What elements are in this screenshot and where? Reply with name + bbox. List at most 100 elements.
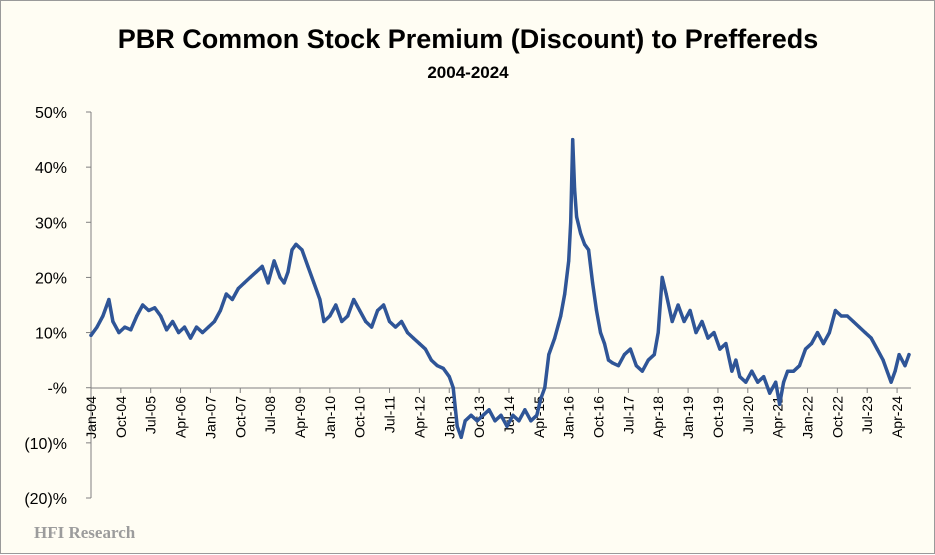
- series-point: [352, 297, 356, 302]
- watermark-label: HFI Research: [34, 523, 136, 542]
- x-tick-label: Jan-19: [680, 396, 696, 439]
- series-point: [254, 270, 258, 274]
- series-point: [791, 369, 796, 373]
- x-tick-label: Jan-10: [322, 396, 338, 439]
- series-point: [559, 314, 563, 318]
- y-tick-label: (10)%: [24, 436, 67, 453]
- series-point: [594, 308, 599, 313]
- series-point: [628, 347, 632, 351]
- series-point: [569, 220, 573, 224]
- x-tick-label: Oct-07: [232, 396, 248, 438]
- series-point: [863, 330, 867, 335]
- series-point: [376, 308, 380, 313]
- series-point: [857, 325, 861, 329]
- series-point: [417, 342, 421, 346]
- series-point: [101, 314, 105, 318]
- series-point: [821, 342, 826, 346]
- series-point: [405, 330, 410, 335]
- x-tick-label: Jul-20: [740, 396, 756, 434]
- series-point: [266, 281, 270, 285]
- series-point: [833, 308, 837, 313]
- series-point: [907, 353, 911, 357]
- series-point: [429, 358, 433, 362]
- series-point: [579, 231, 583, 235]
- series-point: [260, 264, 264, 268]
- series-group: [89, 137, 911, 440]
- series-point: [756, 380, 760, 384]
- series-point: [688, 308, 692, 313]
- series-line: [89, 137, 911, 440]
- series-point: [364, 319, 368, 324]
- series-point: [451, 386, 455, 390]
- series-point: [602, 342, 607, 346]
- series-point: [529, 419, 533, 423]
- x-tick-label: Oct-16: [591, 396, 607, 438]
- series-point: [571, 137, 575, 142]
- series-point: [586, 248, 591, 252]
- series-point: [700, 319, 704, 324]
- series-point: [634, 364, 638, 368]
- series-point: [664, 292, 668, 296]
- series-point: [322, 319, 326, 324]
- x-axis: Jan-04 Oct-04 Jul-05 Apr-06 Jan-07 Oct-07 Jul-…: [83, 387, 911, 439]
- x-tick-label: Jul-23: [859, 396, 875, 434]
- x-tick-label: Apr-24: [889, 396, 905, 438]
- series-point: [340, 319, 344, 324]
- series-point: [885, 369, 889, 373]
- series-point: [218, 308, 222, 313]
- series-point: [656, 330, 660, 335]
- series-point: [312, 281, 316, 285]
- series-point: [182, 325, 187, 329]
- series-point: [881, 358, 885, 362]
- series-point: [610, 361, 615, 365]
- series-point: [750, 369, 754, 373]
- series-point: [539, 397, 543, 401]
- x-tick-label: Jul-11: [382, 396, 398, 433]
- series-point: [845, 314, 849, 318]
- series-point: [176, 330, 181, 335]
- series-point: [278, 275, 282, 280]
- series-point: [294, 242, 298, 246]
- series-point: [469, 413, 473, 417]
- series-point: [328, 314, 332, 318]
- x-tick-label: Jul-05: [143, 396, 159, 434]
- series-point: [459, 435, 463, 439]
- series-point: [676, 303, 680, 307]
- series-point: [590, 281, 595, 285]
- series-point: [441, 366, 445, 371]
- series-point: [358, 308, 362, 313]
- series-point: [212, 319, 216, 324]
- x-tick-label: Apr-09: [292, 396, 308, 438]
- series-point: [141, 303, 145, 307]
- x-tick-label: Apr-15: [531, 396, 547, 438]
- series-point: [660, 275, 664, 280]
- series-point: [242, 281, 246, 285]
- series-point: [730, 369, 734, 373]
- series-point: [188, 336, 193, 340]
- series-point: [640, 369, 644, 373]
- series-point: [598, 330, 603, 335]
- series-point: [318, 297, 322, 302]
- series-point: [306, 264, 310, 268]
- series-point: [622, 353, 626, 357]
- series-point: [646, 358, 650, 362]
- series-point: [95, 325, 99, 329]
- series-point: [117, 330, 121, 335]
- y-tick-label: (20)%: [24, 491, 67, 508]
- x-tick-label: Oct-10: [352, 396, 368, 438]
- series-point: [248, 275, 252, 280]
- series-point: [290, 248, 294, 252]
- series-point: [107, 297, 111, 302]
- series-point: [282, 281, 286, 285]
- x-tick-label: Oct-19: [710, 396, 726, 438]
- x-tick-label: Jan-04: [83, 396, 99, 439]
- series-point: [475, 419, 479, 423]
- y-tick-label: 10%: [35, 326, 67, 343]
- y-tick-label: 50%: [35, 105, 67, 122]
- series-point: [573, 187, 577, 191]
- series-point: [147, 308, 151, 313]
- series-point: [236, 286, 240, 291]
- series-point: [300, 248, 304, 252]
- series-point: [839, 314, 843, 318]
